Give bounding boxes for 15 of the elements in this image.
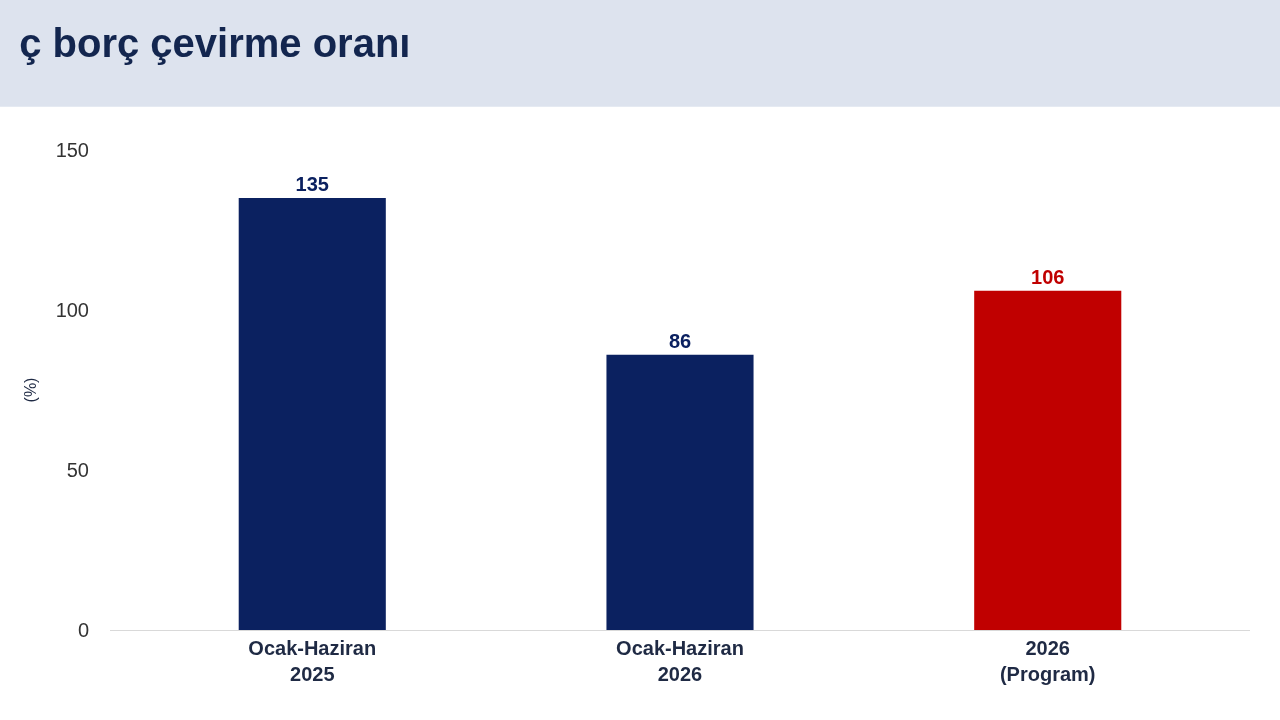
x-tick-label: Ocak-Haziran 2026 [616, 637, 744, 685]
y-tick-label: 0 [77, 619, 89, 641]
data-label: 106 [1031, 265, 1065, 288]
y-tick-label: 100 [55, 299, 89, 321]
bar [238, 198, 386, 630]
data-label: 135 [295, 173, 329, 195]
data-label: 86 [668, 329, 692, 352]
y-tick-label: 150 [55, 139, 89, 161]
x-tick-label: 2026 (Program) [999, 637, 1096, 685]
bar [606, 354, 754, 630]
chart-title: ç borç çevirme oranı [19, 21, 411, 66]
y-axis-title: (%) [21, 377, 39, 403]
x-tick-label: Ocak-Haziran 2025 [248, 637, 377, 685]
y-tick-label: 50 [66, 459, 89, 481]
bar [974, 290, 1122, 630]
